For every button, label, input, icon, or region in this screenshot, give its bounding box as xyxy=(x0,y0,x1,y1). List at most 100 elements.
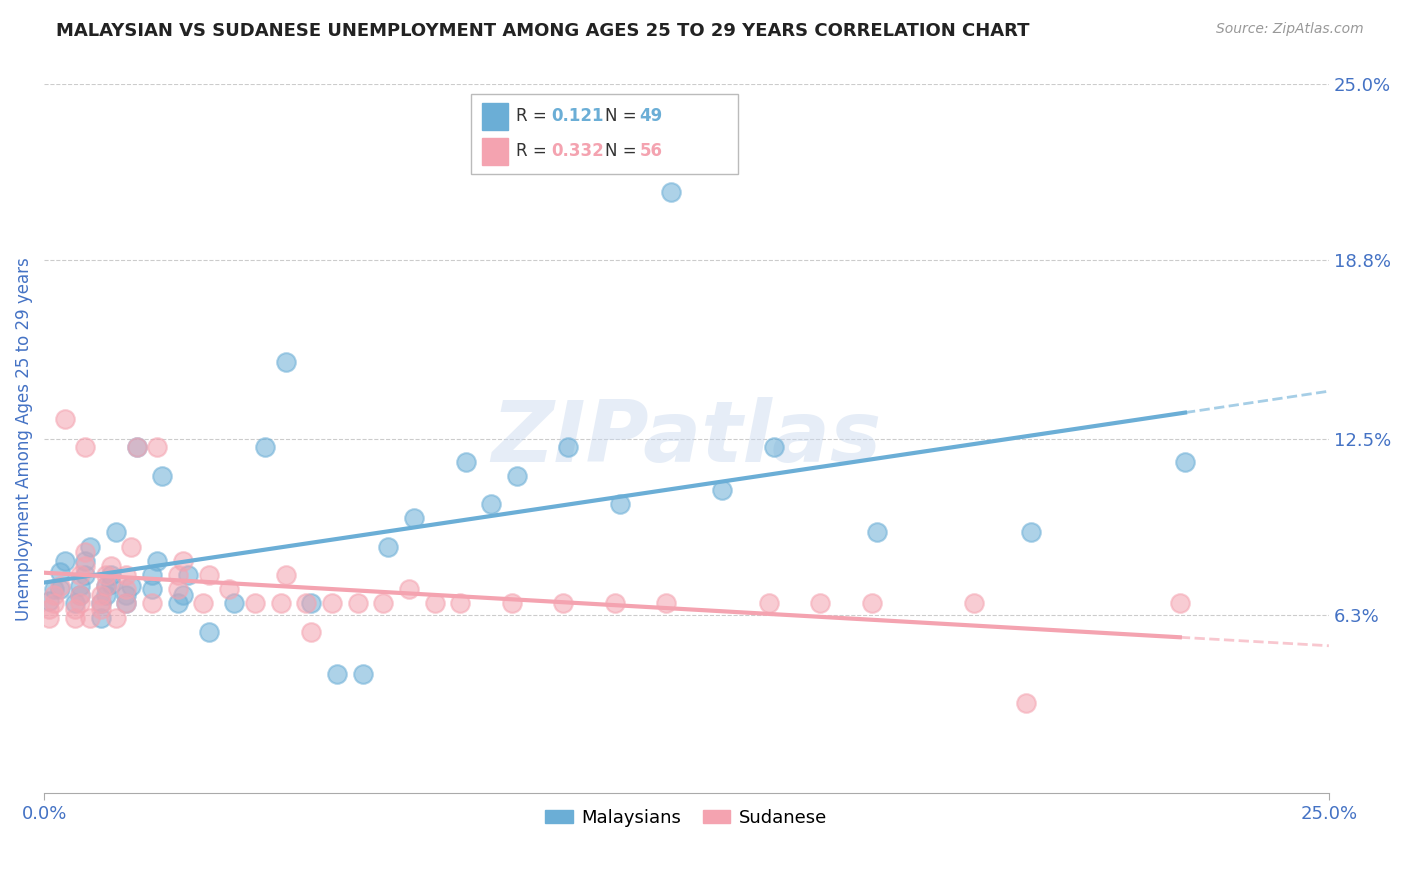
Point xyxy=(69,568,91,582)
Point xyxy=(48,565,70,579)
Point xyxy=(90,596,112,610)
Point xyxy=(90,588,112,602)
Text: Source: ZipAtlas.com: Source: ZipAtlas.com xyxy=(1216,22,1364,37)
Point xyxy=(963,596,986,610)
Point xyxy=(299,596,322,610)
Text: R =: R = xyxy=(516,143,553,161)
Point xyxy=(48,582,70,597)
Point xyxy=(69,588,91,602)
Point xyxy=(177,568,200,582)
Text: 49: 49 xyxy=(640,107,664,125)
Text: ZIPatlas: ZIPatlas xyxy=(491,398,882,481)
Point xyxy=(105,610,128,624)
Point xyxy=(762,441,785,455)
Point xyxy=(659,185,682,199)
Point xyxy=(94,579,117,593)
Point xyxy=(866,525,889,540)
Point xyxy=(100,568,122,582)
Point xyxy=(63,602,86,616)
Point xyxy=(352,667,374,681)
Point xyxy=(1174,454,1197,468)
Point xyxy=(1019,525,1042,540)
Point xyxy=(326,667,349,681)
Point xyxy=(398,582,420,597)
Text: 0.121: 0.121 xyxy=(551,107,603,125)
Legend: Malaysians, Sudanese: Malaysians, Sudanese xyxy=(538,802,835,834)
Point xyxy=(69,588,91,602)
Point xyxy=(172,554,194,568)
Point xyxy=(449,596,471,610)
Point xyxy=(53,412,76,426)
Point xyxy=(1015,696,1038,710)
Point xyxy=(373,596,395,610)
Point xyxy=(94,568,117,582)
Point xyxy=(115,596,138,610)
Point xyxy=(105,525,128,540)
Point xyxy=(90,602,112,616)
Point xyxy=(299,624,322,639)
Point xyxy=(146,554,169,568)
Point xyxy=(254,441,277,455)
Point xyxy=(90,596,112,610)
Point xyxy=(141,568,163,582)
Point xyxy=(346,596,368,610)
Point xyxy=(75,559,97,574)
Point xyxy=(63,610,86,624)
Point xyxy=(609,497,631,511)
Point xyxy=(224,596,246,610)
Point xyxy=(377,540,399,554)
Point xyxy=(172,588,194,602)
Point xyxy=(454,454,477,468)
Point xyxy=(274,355,297,369)
Point xyxy=(115,568,138,582)
Point xyxy=(150,468,173,483)
Point xyxy=(553,596,575,610)
Point xyxy=(38,602,60,616)
Point xyxy=(75,545,97,559)
Point xyxy=(243,596,266,610)
Point xyxy=(557,441,579,455)
Point xyxy=(48,579,70,593)
Point xyxy=(1168,596,1191,610)
Point xyxy=(146,441,169,455)
Point xyxy=(63,596,86,610)
Point xyxy=(44,596,66,610)
Point xyxy=(603,596,626,610)
Point xyxy=(75,441,97,455)
Point xyxy=(44,588,66,602)
Point xyxy=(197,568,219,582)
Point xyxy=(79,540,101,554)
Point xyxy=(655,596,678,610)
Text: N =: N = xyxy=(605,143,641,161)
Point xyxy=(166,568,188,582)
Point xyxy=(75,568,97,582)
Point xyxy=(166,596,188,610)
Point xyxy=(125,441,148,455)
Point xyxy=(125,441,148,455)
Point xyxy=(501,596,523,610)
Point xyxy=(75,554,97,568)
Point xyxy=(274,568,297,582)
Point xyxy=(79,610,101,624)
Point xyxy=(69,596,91,610)
Point xyxy=(404,511,426,525)
Point xyxy=(141,582,163,597)
Point xyxy=(121,540,143,554)
Point xyxy=(193,596,215,610)
Point xyxy=(53,554,76,568)
Point xyxy=(44,582,66,597)
Point xyxy=(270,596,292,610)
Y-axis label: Unemployment Among Ages 25 to 29 years: Unemployment Among Ages 25 to 29 years xyxy=(15,257,32,621)
Point xyxy=(38,610,60,624)
Point xyxy=(295,596,318,610)
Text: N =: N = xyxy=(605,107,641,125)
Point xyxy=(94,579,117,593)
Point xyxy=(141,596,163,610)
Point xyxy=(121,579,143,593)
Point xyxy=(479,497,502,511)
Point xyxy=(94,588,117,602)
Point xyxy=(115,588,138,602)
Point xyxy=(69,579,91,593)
Text: R =: R = xyxy=(516,107,553,125)
Point xyxy=(860,596,883,610)
